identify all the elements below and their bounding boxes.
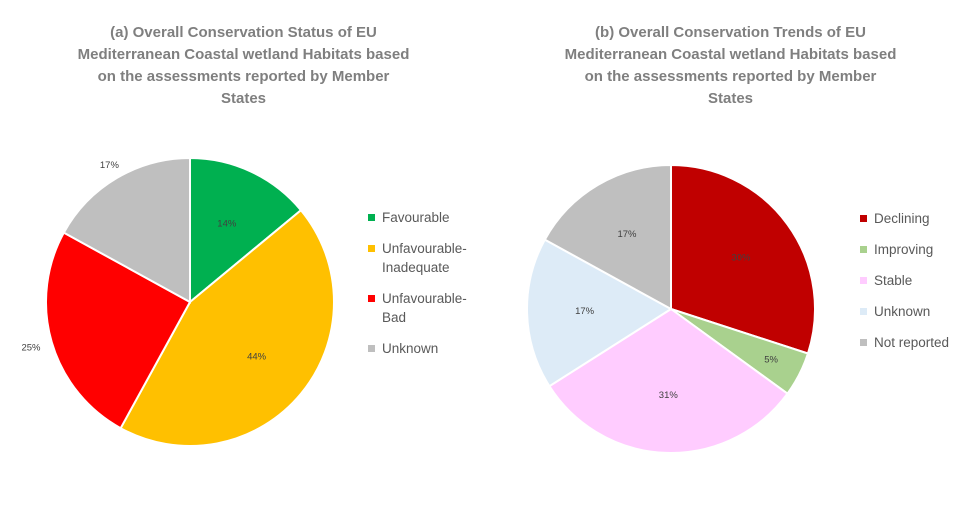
legend-label: Stable — [874, 273, 913, 288]
pie-chart-a: 14% 44% 25% 17% — [21, 156, 335, 447]
data-label-b-0: 30% — [731, 253, 751, 264]
chart-a-title-line-2: Mediterranean Coastal wetland Habitats b… — [77, 46, 410, 63]
legend-swatch — [860, 308, 867, 315]
legend-item-b-2: Stable — [860, 271, 949, 290]
chart-b-title: (b) Overall Conservation Trends of EU Me… — [487, 22, 974, 110]
legend-swatch — [368, 345, 375, 352]
data-label-b-1: 5% — [764, 355, 778, 366]
chart-b-title-line-2: Mediterranean Coastal wetland Habitats b… — [564, 46, 897, 63]
pie-slice-b-3 — [526, 238, 673, 388]
pie-slice-a-2 — [45, 231, 192, 430]
legend-item-a-2: Unfavourable- Bad — [368, 289, 467, 327]
data-label-b-4: 17% — [617, 229, 637, 240]
chart-panel-b: (b) Overall Conservation Trends of EU Me… — [487, 0, 974, 517]
legend-swatch — [368, 214, 375, 221]
legend-item-b-0: Declining — [860, 209, 949, 228]
chart-b-title-line-1: (b) Overall Conservation Trends of EU — [595, 24, 866, 41]
pie-slice-a-3 — [62, 156, 191, 304]
legend-item-b-1: Improving — [860, 240, 949, 259]
legend-label: Improving — [874, 242, 934, 257]
legend-item-b-3: Unknown — [860, 302, 949, 321]
legend-swatch — [860, 339, 867, 346]
legend-swatch — [368, 295, 375, 302]
legend-swatch — [860, 246, 867, 253]
chart-a-legend: Favourable Unfavourable- Inadequate Unfavou… — [368, 208, 467, 370]
data-label-a-3: 17% — [100, 160, 120, 171]
chart-a-title-line-1: (a) Overall Conservation Status of EU — [110, 24, 377, 41]
pie-slice-b-4 — [543, 163, 672, 311]
chart-b-legend: Declining Improving Stable Unknown Not repor… — [860, 209, 949, 364]
legend-label: Unknown — [874, 304, 931, 319]
pie-slice-a-0 — [189, 156, 303, 305]
legend-label: Unknown — [382, 341, 439, 356]
pie-slice-a-1 — [119, 208, 335, 447]
legend-item-a-1: Unfavourable- Inadequate — [368, 239, 467, 277]
data-label-a-1: 44% — [247, 352, 267, 363]
legend-label: Declining — [874, 211, 930, 226]
data-label-b-2: 31% — [659, 390, 679, 401]
chart-a-title-line-4: States — [220, 90, 267, 107]
legend-swatch — [860, 215, 867, 222]
pie-slice-b-2 — [548, 307, 789, 454]
legend-label: Not reported — [874, 335, 950, 350]
legend-label: Unfavourable- Inadequate — [382, 241, 467, 275]
legend-label: Favourable — [382, 210, 450, 225]
pie-slice-b-0 — [670, 163, 816, 355]
legend-label: Unfavourable- Bad — [382, 291, 467, 325]
legend-item-a-3: Unknown — [368, 339, 467, 358]
legend-swatch — [368, 245, 375, 252]
legend-item-a-0: Favourable — [368, 208, 467, 227]
legend-swatch — [860, 277, 867, 284]
data-label-b-3: 17% — [575, 306, 595, 317]
chart-panel-a: (a) Overall Conservation Status of EU Me… — [0, 22, 487, 447]
legend-item-b-4: Not reported — [860, 333, 949, 352]
chart-a-title-line-3: on the assessments reported by Member — [97, 68, 390, 85]
chart-b-title-line-3: on the assessments reported by Member — [584, 68, 877, 85]
chart-a-title: (a) Overall Conservation Status of EU Me… — [0, 22, 487, 110]
pie-chart-b: 30% 5% 31% 17% 17% — [526, 163, 816, 454]
chart-b-title-line-4: States — [707, 90, 754, 107]
data-label-a-2: 25% — [21, 343, 41, 354]
data-label-a-0: 14% — [217, 218, 237, 229]
